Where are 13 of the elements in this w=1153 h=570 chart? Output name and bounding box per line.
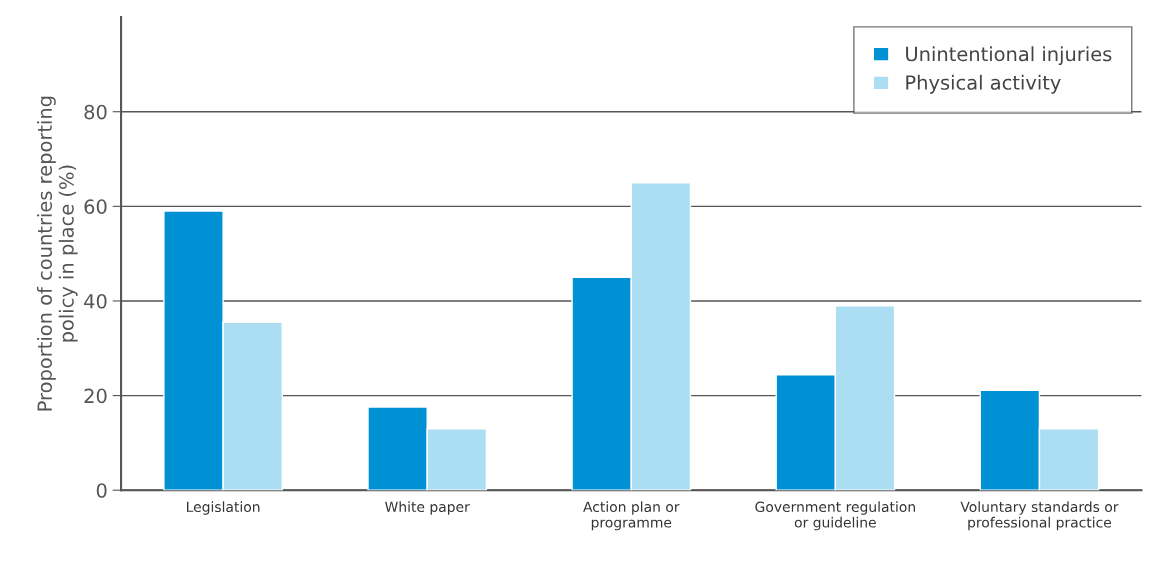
y-tick-label: 0: [96, 483, 107, 498]
x-tick-label: Legislation: [187, 501, 260, 515]
x-tick-label: Government regulation or guideline: [755, 501, 915, 531]
x-tick-label: Action plan or programme: [583, 501, 680, 531]
y-axis-title: Proportion of countries reporting policy in place (%): [36, 96, 78, 411]
y-tick-label: 20: [84, 388, 107, 404]
legend-label: Physical activity: [906, 74, 1061, 94]
y-tick-label: 40: [84, 293, 107, 309]
x-tick-label: Voluntary standards or professional practice: [960, 501, 1119, 531]
y-tick-label: 80: [84, 104, 107, 120]
y-tick-label: 60: [84, 199, 107, 214]
legend-label: Unintentional injuries: [906, 46, 1112, 66]
x-tick-label: White paper: [385, 501, 470, 515]
